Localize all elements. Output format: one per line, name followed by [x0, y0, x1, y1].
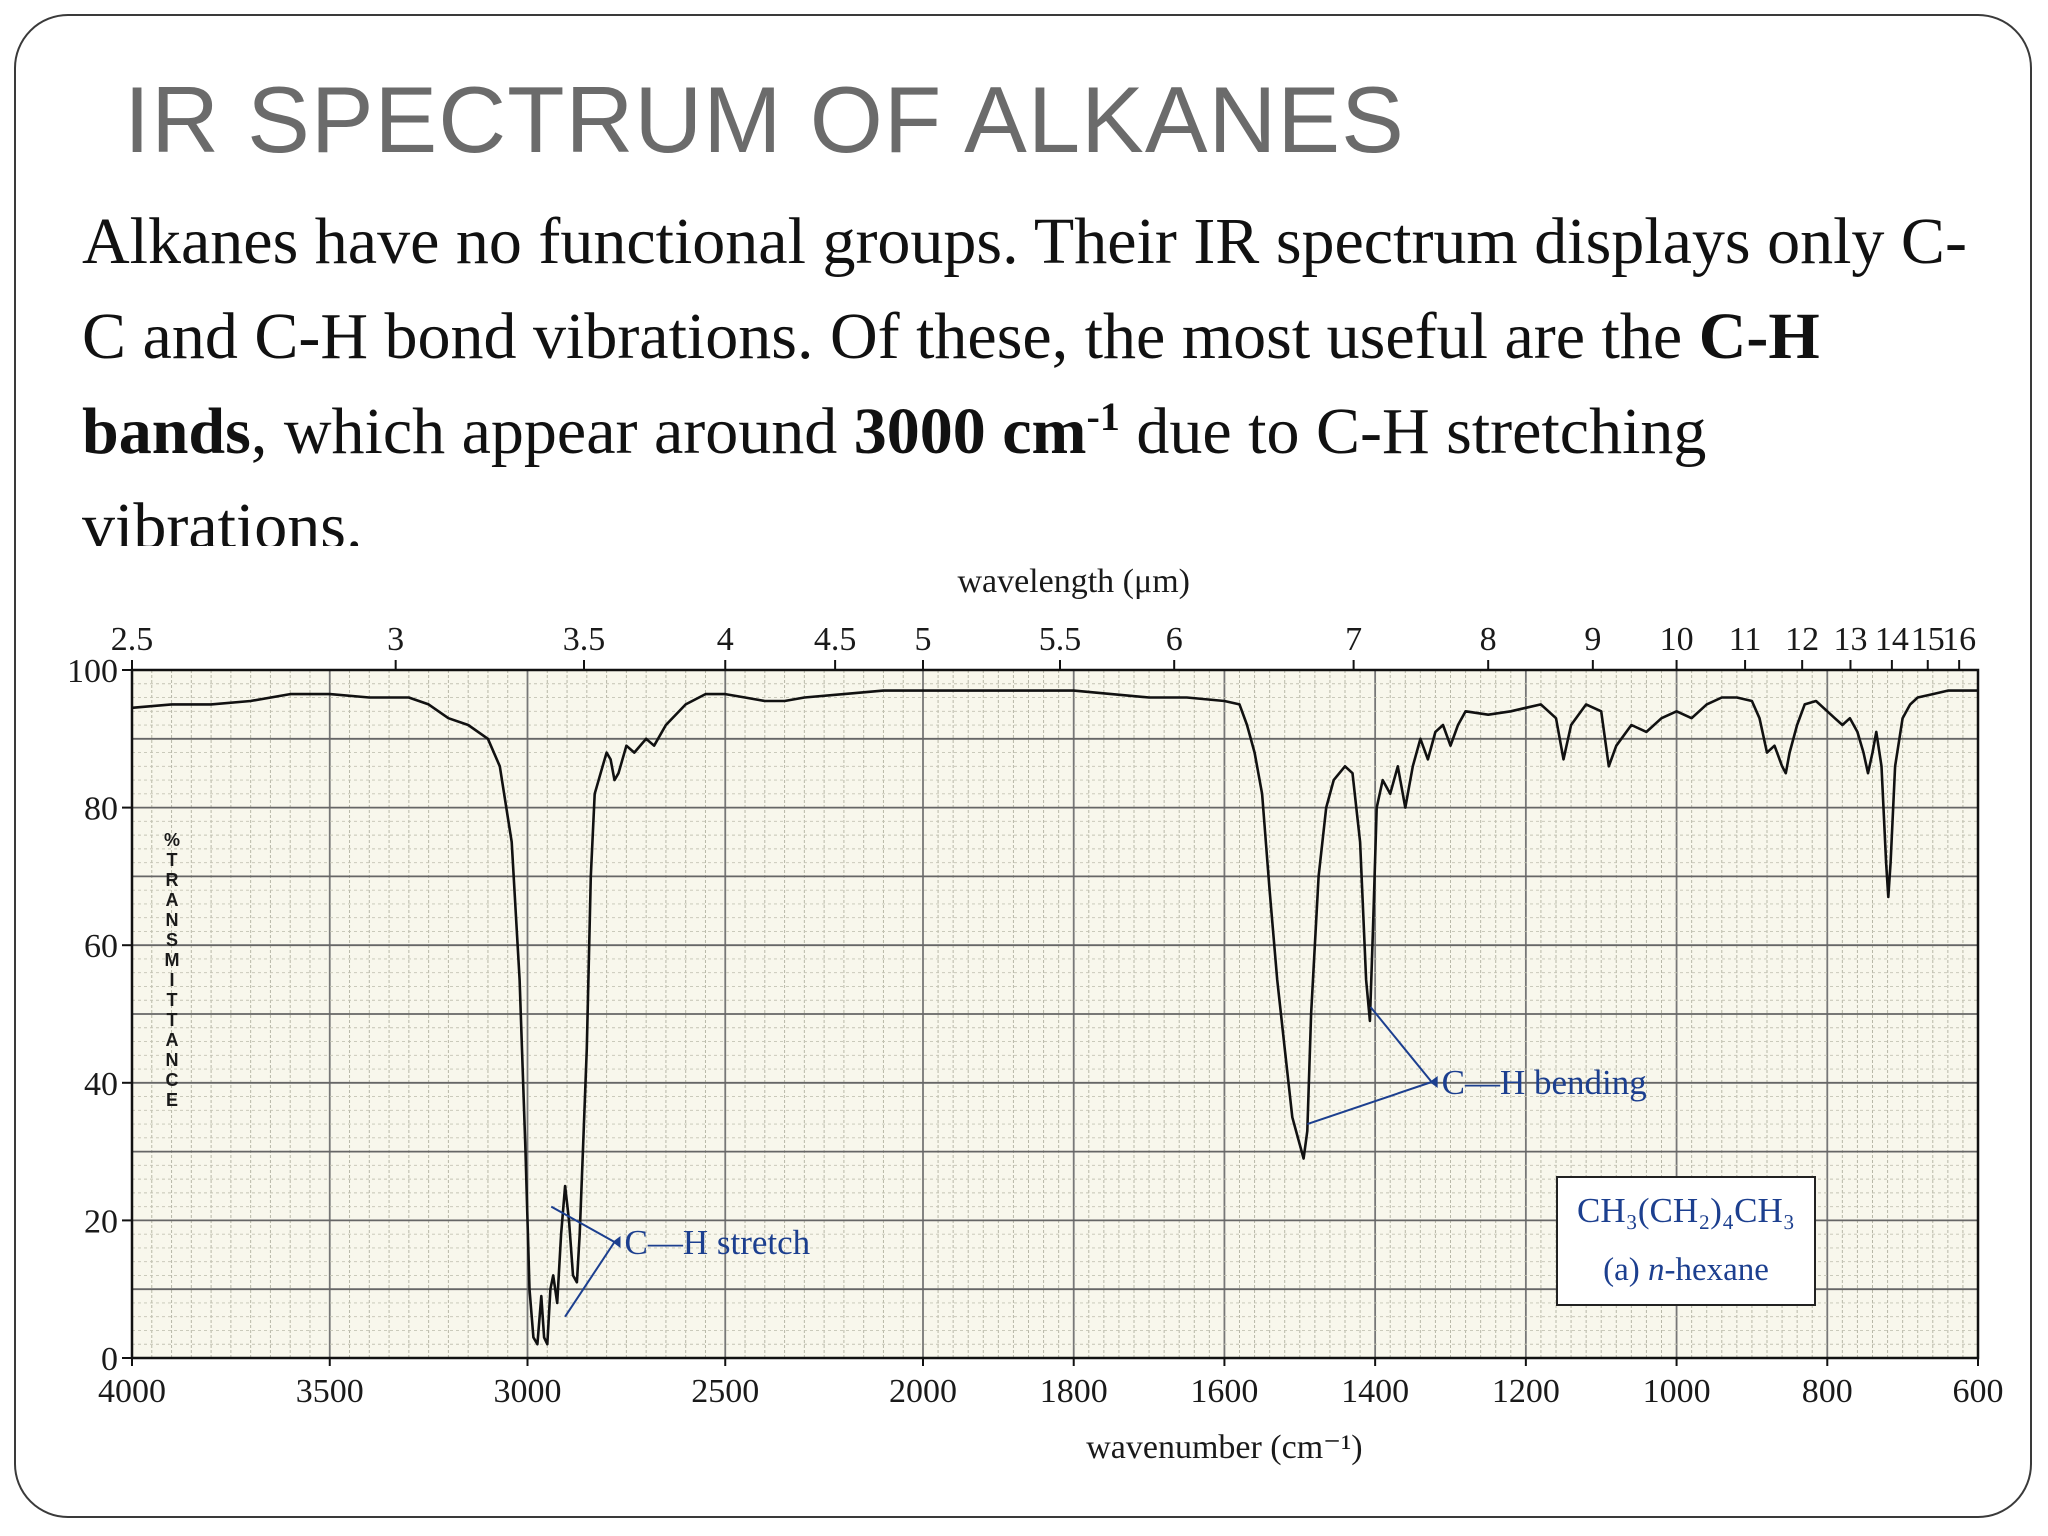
y-axis-title-letter: C — [166, 1070, 179, 1090]
top-tick-label: 4 — [717, 621, 734, 658]
x-tick-label: 1400 — [1341, 1373, 1409, 1410]
body-bold-wavenumber: 3000 cm-1 — [853, 394, 1120, 468]
body-intro: Alkanes have no functional groups. Their… — [82, 205, 1967, 373]
top-tick-label: 12 — [1785, 621, 1819, 658]
bending-label: C—H bending — [1442, 1063, 1647, 1102]
bending-pointer-line — [1369, 1006, 1433, 1083]
top-tick-label: 8 — [1480, 621, 1497, 658]
x-tick-label: 1800 — [1040, 1373, 1108, 1410]
y-axis-title-letter: A — [166, 1030, 179, 1050]
x-tick-label: 1200 — [1492, 1373, 1560, 1410]
x-tick-label: 800 — [1802, 1373, 1853, 1410]
compound-box-frame — [1556, 1176, 1816, 1306]
body-end: due to C-H stretching vibrations. — [82, 395, 1707, 546]
y-axis-title-letter: M — [165, 950, 180, 970]
bending-pointer-line — [1307, 1081, 1432, 1126]
slide-frame — [14, 14, 2032, 1518]
top-tick-label: 15 — [1911, 621, 1945, 658]
body-superscript: -1 — [1086, 394, 1120, 439]
body-mid: , which appear around — [250, 395, 854, 468]
axis-ticks — [122, 660, 1979, 1366]
y-axis-title-letter: T — [167, 1010, 178, 1030]
compound-box: CH₃(CH₂)₄CH₃ (a) n-hexane — [1556, 1176, 1816, 1306]
y-tick-label: 60 — [84, 928, 118, 965]
top-tick-label: 7 — [1345, 621, 1362, 658]
top-tick-label: 11 — [1729, 621, 1762, 658]
slide-body-text: Alkanes have no functional groups. Their… — [82, 194, 1982, 546]
compound-name: (a) n-hexane — [1603, 1252, 1769, 1288]
y-axis-title-letter: N — [166, 910, 179, 930]
x-tick-label: 4000 — [98, 1373, 166, 1410]
slide-title: IR SPECTRUM OF ALKANES — [124, 67, 1405, 172]
top-tick-label: 2.5 — [111, 621, 154, 658]
y-tick-label: 80 — [84, 791, 118, 828]
ir-spectrum-chart: 4000 3500 3000 2500 2000 1800 1600 1400 1200 1000… — [67, 563, 2004, 1466]
y-axis-title-letter: N — [166, 1050, 179, 1070]
x-tick-label: 600 — [1953, 1373, 2004, 1410]
top-tick-label: 10 — [1660, 621, 1694, 658]
top-tick-label: 13 — [1833, 621, 1867, 658]
y-axis-title-letter: E — [166, 1090, 178, 1110]
x-axis-title: wavenumber (cm⁻¹) — [1086, 1429, 1362, 1466]
top-tick-label: 5 — [915, 621, 932, 658]
top-axis-title: wavelength (μm) — [957, 563, 1190, 600]
axis-labels: 4000 3500 3000 2500 2000 1800 1600 1400 1200 1000… — [67, 563, 2004, 1466]
y-axis-title-letter: % — [164, 830, 180, 850]
x-tick-label: 3500 — [296, 1373, 364, 1410]
spectrum-line — [131, 689, 1978, 1346]
y-tick-label: 40 — [84, 1066, 118, 1103]
top-tick-label: 16 — [1942, 621, 1976, 658]
top-tick-label: 6 — [1166, 621, 1183, 658]
bending-pointer-arrow — [1429, 1076, 1438, 1088]
top-tick-label: 3.5 — [563, 621, 606, 658]
y-axis-title-letter: T — [167, 850, 178, 870]
top-tick-label: 5.5 — [1039, 621, 1082, 658]
y-tick-label: 0 — [101, 1341, 118, 1378]
body-bold-ch-bands: C-H bands — [82, 300, 1820, 468]
y-tick-label: 100 — [67, 653, 118, 690]
plot-frame — [130, 668, 1980, 1360]
y-tick-label: 20 — [84, 1203, 118, 1240]
x-tick-label: 2000 — [889, 1373, 957, 1410]
y-axis-title-letter: I — [169, 970, 174, 990]
top-tick-label: 9 — [1584, 621, 1601, 658]
stretch-pointer-arrow — [612, 1236, 621, 1248]
y-axis-title-letter: A — [166, 890, 179, 910]
stretch-pointer-line — [550, 1205, 615, 1243]
top-tick-label: 4.5 — [814, 621, 857, 658]
top-tick-label: 14 — [1875, 621, 1909, 658]
top-tick-label: 3 — [387, 621, 404, 658]
compound-formula: CH₃(CH₂)₄CH₃ — [1577, 1191, 1795, 1230]
stretch-label: C—H stretch — [625, 1223, 811, 1262]
x-tick-label: 1000 — [1643, 1373, 1711, 1410]
x-tick-label: 3000 — [494, 1373, 562, 1410]
annotations: C—H stretch C—H bending — [550, 1006, 1647, 1318]
y-axis-title-letter: T — [167, 990, 178, 1010]
y-axis-title-letter: R — [166, 870, 179, 890]
x-tick-label: 2500 — [691, 1373, 759, 1410]
stretch-pointer-line — [564, 1241, 616, 1318]
y-axis-title-letter: S — [166, 930, 178, 950]
x-tick-label: 1600 — [1190, 1373, 1258, 1410]
